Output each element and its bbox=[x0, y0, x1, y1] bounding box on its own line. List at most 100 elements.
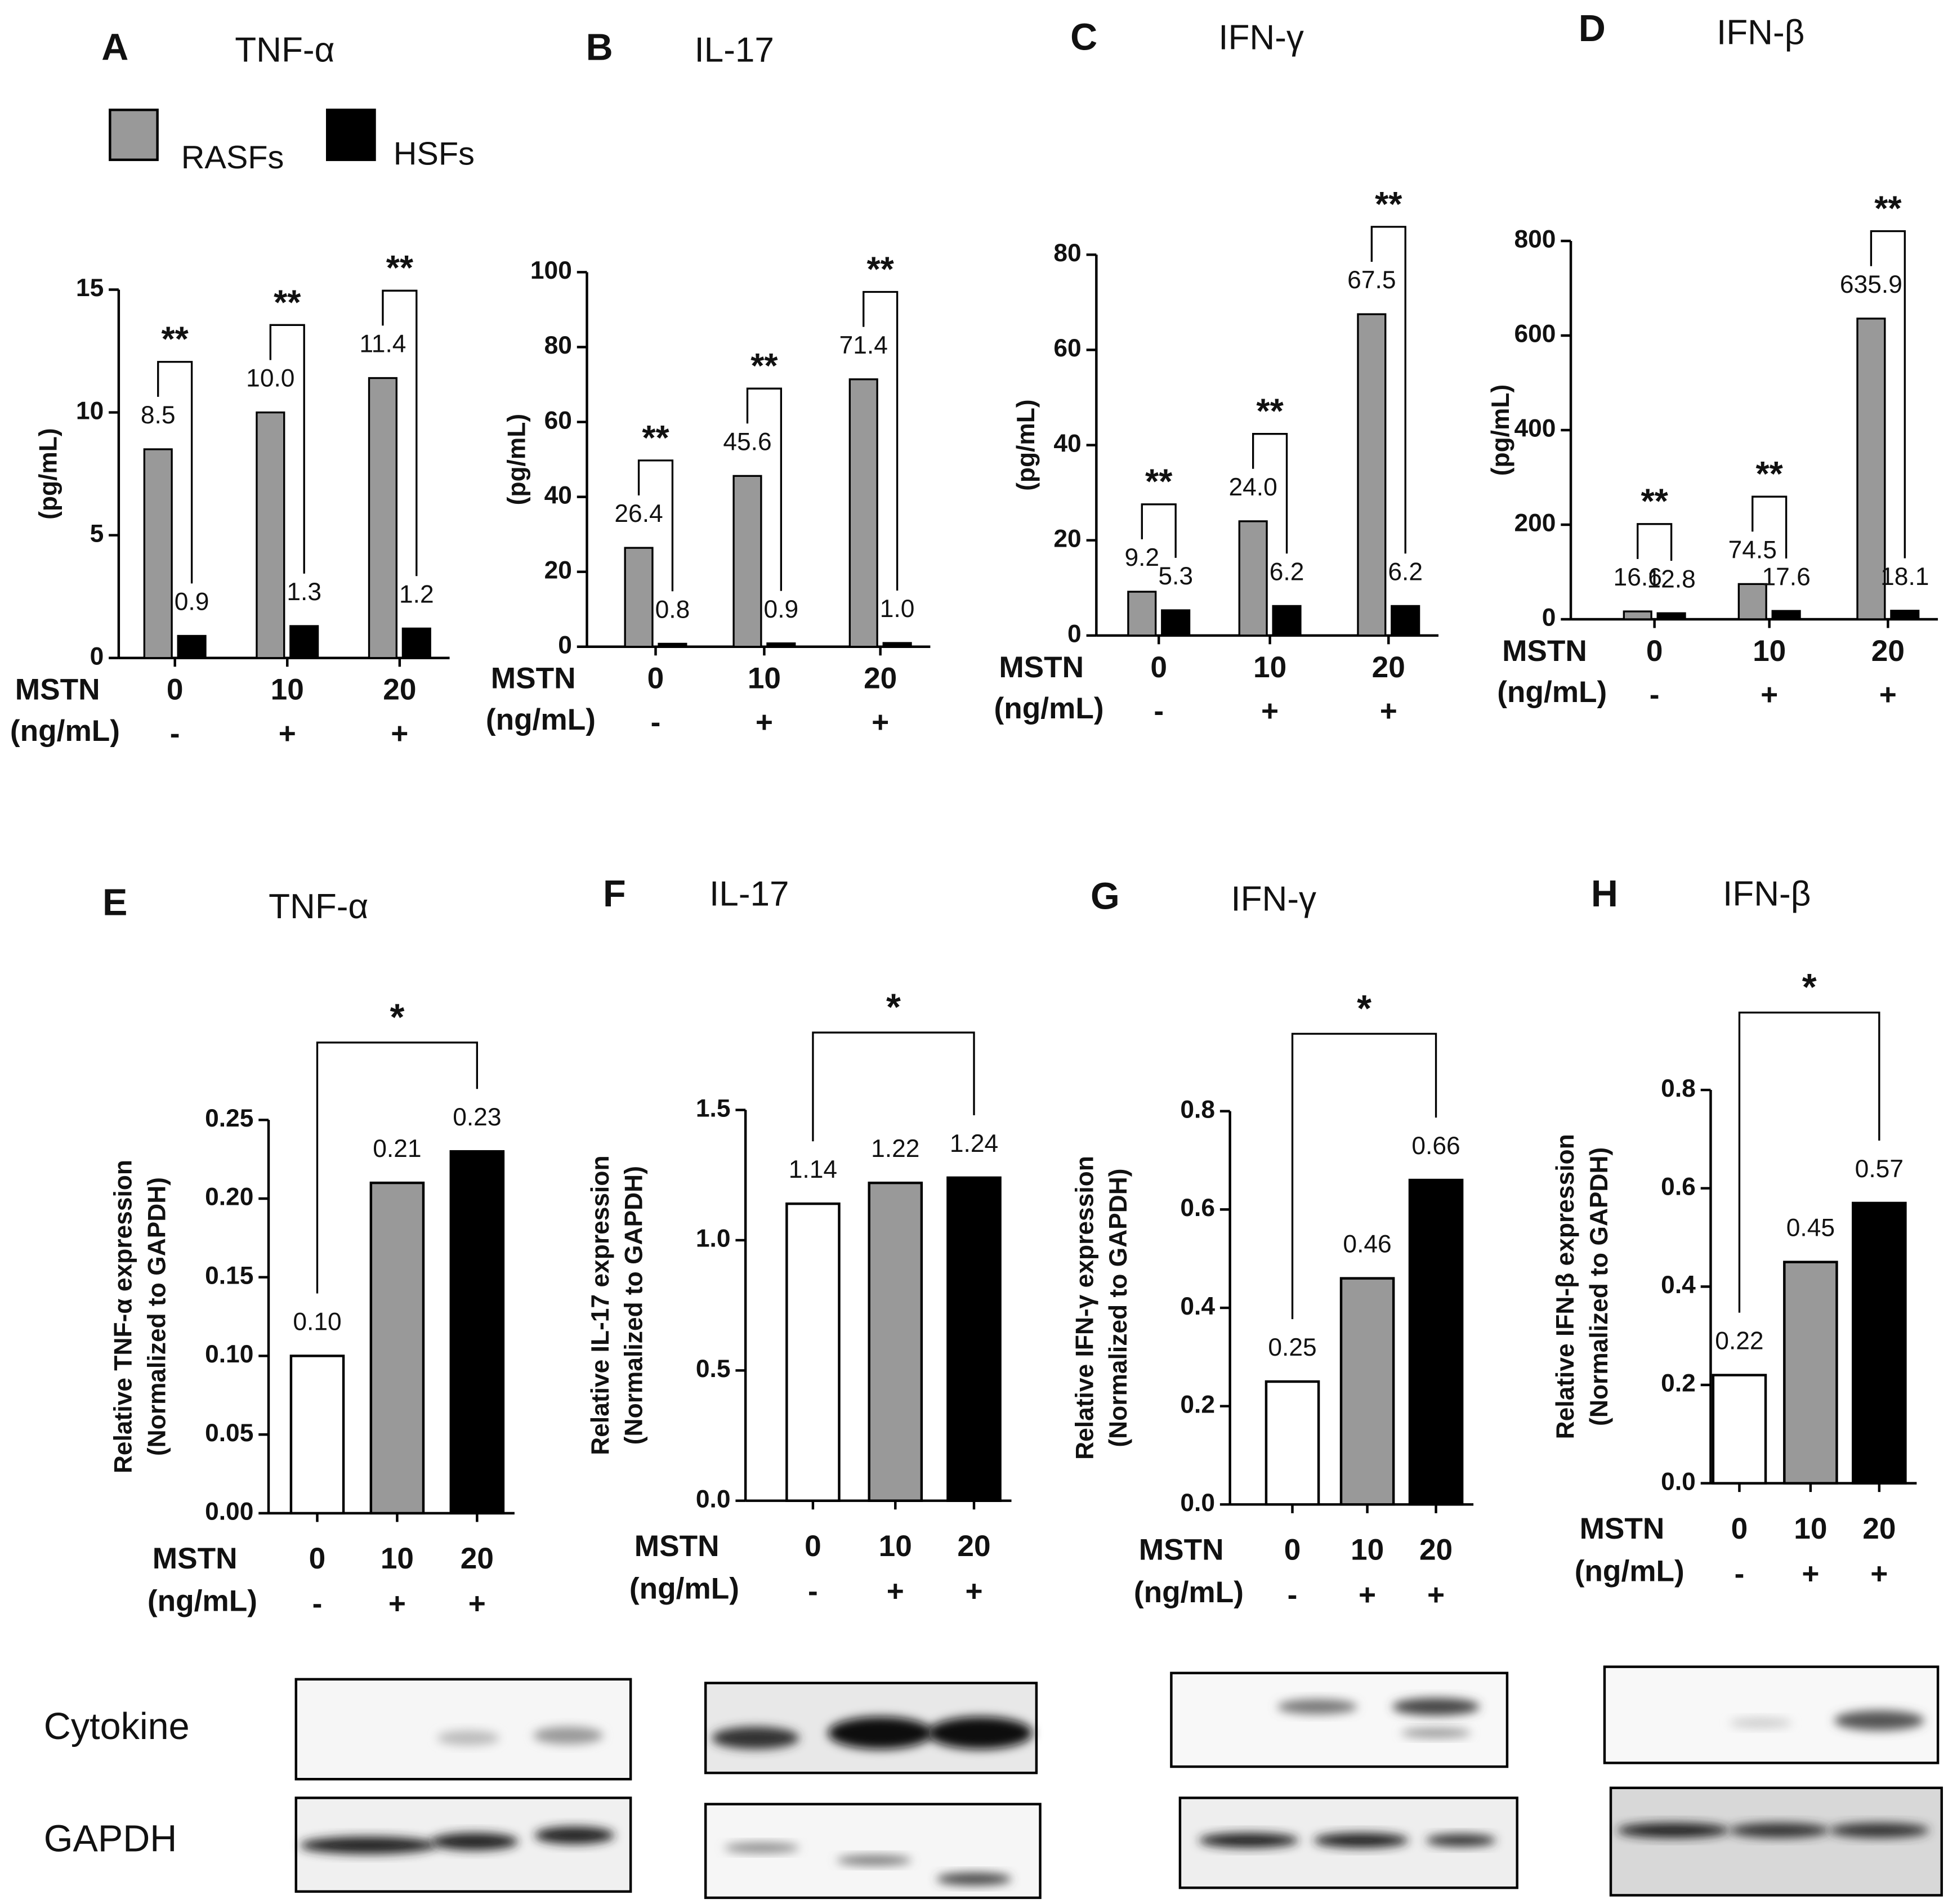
treatment-label: - bbox=[1288, 1579, 1298, 1612]
western-blots bbox=[294, 1665, 1943, 1899]
y-tick-label: 0.2 bbox=[1180, 1391, 1215, 1418]
bar bbox=[289, 1355, 345, 1515]
bar bbox=[369, 1181, 425, 1515]
y-tick-label: 600 bbox=[1514, 320, 1556, 348]
band bbox=[936, 1872, 1012, 1885]
y-axis-label: Relative TNF-α expression bbox=[110, 1160, 137, 1473]
blot-label: GAPDH bbox=[44, 1818, 177, 1860]
bar bbox=[1737, 583, 1767, 620]
significance-bracket bbox=[1637, 523, 1673, 561]
value-label: 1.24 bbox=[950, 1130, 998, 1157]
x-axis-label: MSTN bbox=[999, 651, 1084, 684]
panel-title: IFN-β bbox=[1717, 14, 1804, 52]
value-label: 9.2 bbox=[1124, 544, 1159, 571]
value-label: 0.8 bbox=[655, 596, 690, 624]
band bbox=[533, 1727, 604, 1745]
significance-label: ** bbox=[1756, 455, 1784, 494]
x-axis-label: MSTN bbox=[153, 1542, 238, 1575]
significance-label: ** bbox=[867, 250, 895, 289]
value-label: 45.6 bbox=[723, 428, 771, 455]
bar bbox=[1783, 1261, 1838, 1485]
y-axis-label: (pg/mL) bbox=[1487, 385, 1514, 476]
value-label: 0.45 bbox=[1786, 1214, 1835, 1242]
band bbox=[1401, 1728, 1471, 1738]
treatment-label: + bbox=[1870, 1557, 1888, 1590]
y-tick-label: 80 bbox=[1053, 239, 1081, 267]
treatment-label: + bbox=[1802, 1557, 1819, 1590]
treatment-label: - bbox=[1650, 678, 1660, 712]
significance-bracket bbox=[863, 290, 899, 591]
x-tick-label: 20 bbox=[1871, 634, 1905, 668]
panel-label: F bbox=[603, 873, 626, 915]
blot bbox=[1170, 1671, 1509, 1768]
x-tick-label: 20 bbox=[383, 673, 416, 707]
value-label: 0.57 bbox=[1855, 1155, 1904, 1183]
band bbox=[712, 1727, 799, 1750]
treatment-label: + bbox=[279, 717, 296, 750]
value-label: 1.2 bbox=[399, 580, 434, 608]
band bbox=[1199, 1833, 1299, 1848]
y-tick-label: 40 bbox=[1053, 430, 1081, 457]
treatment-label: + bbox=[1761, 678, 1778, 712]
treatment-label: + bbox=[872, 705, 889, 739]
y-tick-label: 0.20 bbox=[205, 1183, 253, 1211]
bar bbox=[785, 1202, 841, 1502]
x-axis-label: MSTN bbox=[15, 673, 100, 707]
treatment-label: - bbox=[170, 717, 180, 750]
bar bbox=[368, 377, 397, 659]
y-tick-label: 10 bbox=[76, 397, 104, 424]
band bbox=[1392, 1698, 1480, 1716]
significance-label: ** bbox=[386, 249, 414, 288]
y-tick-label: 1.0 bbox=[696, 1225, 731, 1253]
band bbox=[1617, 1822, 1730, 1838]
y-tick-label: 20 bbox=[544, 556, 572, 584]
y-tick-label: 20 bbox=[1053, 525, 1081, 552]
x-axis-label: (ng/mL) bbox=[1575, 1554, 1685, 1588]
x-tick-label: 0 bbox=[1646, 634, 1663, 668]
significance-label: ** bbox=[750, 347, 778, 386]
significance-label: ** bbox=[642, 419, 669, 458]
significance-bracket bbox=[269, 324, 305, 574]
significance-bracket bbox=[1370, 226, 1406, 554]
y-tick-label: 0.0 bbox=[696, 1485, 731, 1513]
x-axis-label: (ng/mL) bbox=[994, 692, 1103, 725]
significance-bracket bbox=[637, 459, 674, 592]
y-tick-label: 0 bbox=[90, 642, 104, 670]
value-label: 6.2 bbox=[1270, 558, 1304, 585]
value-label: 18.1 bbox=[1880, 563, 1929, 591]
y-tick-label: 80 bbox=[544, 332, 572, 359]
bar bbox=[882, 642, 912, 648]
significance-label: ** bbox=[162, 320, 189, 359]
bar bbox=[658, 642, 687, 648]
panel-title: IL-17 bbox=[694, 31, 774, 70]
legend-label: HSFs bbox=[394, 136, 475, 172]
band bbox=[1829, 1822, 1929, 1838]
value-label: 17.6 bbox=[1762, 563, 1810, 591]
bar bbox=[1856, 318, 1886, 620]
significance-bracket bbox=[382, 289, 418, 576]
bar bbox=[1357, 313, 1387, 637]
significance-label: ** bbox=[274, 283, 301, 322]
band bbox=[1729, 1718, 1792, 1728]
panel-label: G bbox=[1091, 875, 1120, 917]
x-tick-label: 20 bbox=[957, 1530, 990, 1563]
treatment-label: + bbox=[388, 1587, 406, 1620]
x-axis-label: (ng/mL) bbox=[486, 703, 596, 736]
band bbox=[300, 1836, 437, 1854]
x-axis-label: MSTN bbox=[1502, 634, 1587, 668]
y-tick-label: 0.4 bbox=[1180, 1293, 1215, 1320]
y-tick-label: 0.00 bbox=[205, 1498, 253, 1526]
significance-bracket bbox=[1141, 503, 1177, 558]
value-label: 26.4 bbox=[614, 500, 663, 528]
y-tick-label: 100 bbox=[530, 257, 572, 284]
x-tick-label: 20 bbox=[1372, 651, 1405, 684]
band bbox=[534, 1826, 615, 1844]
panel-title: IFN-γ bbox=[1218, 18, 1304, 57]
x-tick-label: 10 bbox=[1794, 1512, 1827, 1545]
bar bbox=[449, 1150, 505, 1515]
x-tick-label: 0 bbox=[1731, 1512, 1748, 1545]
bar bbox=[143, 448, 173, 659]
y-tick-label: 0.10 bbox=[205, 1340, 253, 1368]
bar bbox=[1623, 610, 1652, 620]
